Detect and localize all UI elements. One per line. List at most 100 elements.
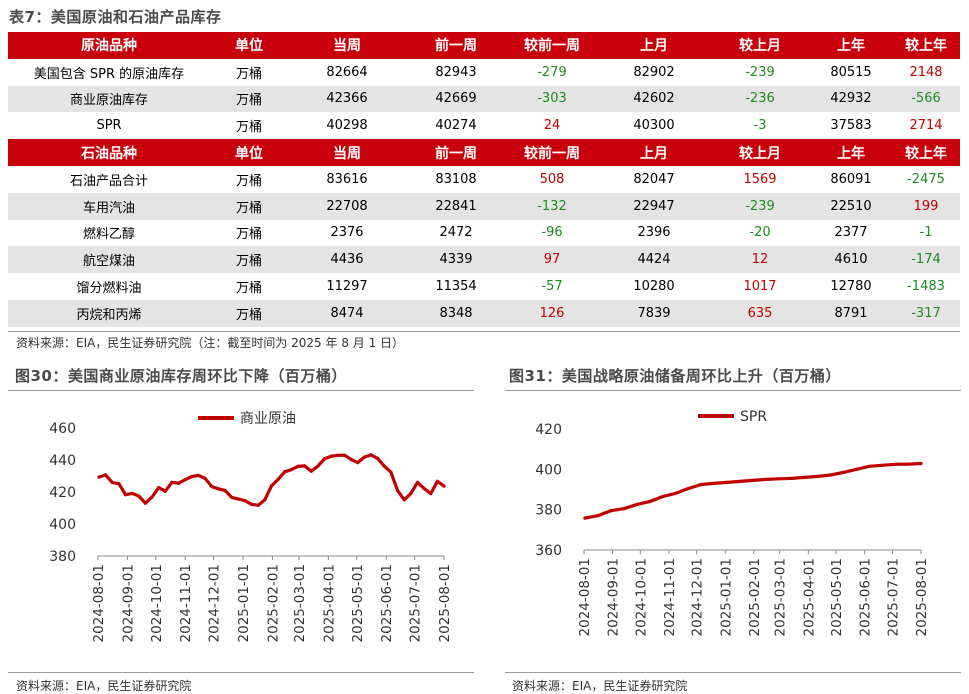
x-tick-label: 2024-10-01 <box>633 558 649 636</box>
table-cell: 82943 <box>435 64 477 80</box>
table-cell: 2148 <box>909 64 943 80</box>
header-cell: 较上月 <box>710 32 810 59</box>
x-tick-label: 2024-12-01 <box>690 558 706 636</box>
x-tick-label: 2025-01-01 <box>718 558 734 636</box>
table-header-row: 原油品种 单位 当周 前一周 较前一周 上月 较上月 上年 较上年 <box>8 32 960 59</box>
header-cell: 当周 <box>288 139 406 166</box>
data-point <box>435 479 439 483</box>
table-cell: 86091 <box>830 171 872 187</box>
data-point <box>323 457 327 461</box>
table-cell: 22708 <box>288 192 406 220</box>
table-row: 石油产品合计 万桶 83616 83108 508 82047 1569 86091 -2475 <box>8 166 960 193</box>
table-cell: 508 <box>539 171 565 187</box>
x-tick-label: 2025-05-01 <box>350 564 366 642</box>
header-cell: 较前一周 <box>506 32 598 59</box>
table-cell: 10280 <box>633 279 675 295</box>
data-point <box>216 487 220 491</box>
data-point <box>389 470 393 474</box>
data-point <box>243 499 247 503</box>
header-cell: 单位 <box>210 32 288 59</box>
fig30-source: 资料来源：EIA，民生证券研究院 <box>16 679 192 693</box>
data-point <box>250 502 254 506</box>
table-cell: 万桶 <box>210 299 288 327</box>
table-cell: 8791 <box>810 299 892 327</box>
data-point <box>256 503 260 507</box>
table-row: 馏分燃料油 万桶 11297 11354 -57 10280 1017 12780 -1483 <box>8 273 960 300</box>
data-point <box>415 480 420 484</box>
legend-label: SPR <box>740 409 767 425</box>
y-tick-label: 460 <box>49 421 76 437</box>
series-line <box>584 461 922 520</box>
data-point <box>104 473 108 477</box>
table-cell: 万桶 <box>210 85 288 113</box>
data-point <box>342 453 347 457</box>
fig31-source: 资料来源：EIA，民生证券研究院 <box>512 679 688 693</box>
table-row: 商业原油库存 万桶 42366 42669 -303 42602 -236 42932 -566 <box>8 85 960 113</box>
table-cell: 石油产品合计 <box>69 173 148 189</box>
data-point <box>123 493 128 497</box>
x-tick-label: 2025-07-01 <box>885 558 901 636</box>
fig31-title: 图31：美国战略原油储备周环比上升（百万桶） <box>509 367 841 385</box>
table-cell: -1483 <box>907 279 945 295</box>
data-point <box>203 476 207 480</box>
table-cell: 40274 <box>435 118 477 134</box>
x-tick-label: 2024-08-01 <box>91 564 107 642</box>
data-point <box>880 463 884 467</box>
table-cell: 37583 <box>830 118 872 134</box>
x-tick-label: 2025-05-01 <box>829 558 845 636</box>
data-point <box>854 467 858 471</box>
data-point <box>725 480 729 484</box>
x-tick-label: 2024-11-01 <box>178 564 194 642</box>
table-cell: -239 <box>710 192 810 220</box>
table-cell: 2377 <box>834 225 868 241</box>
header-cell: 当周 <box>288 32 406 59</box>
fig31-chart: SPR 360 380 400 420 2024-08-01 2024-09-01 2024-… <box>535 409 930 636</box>
header-cell: 上年 <box>810 139 892 166</box>
data-point <box>609 509 613 513</box>
table-cell: 42366 <box>288 85 406 113</box>
legend-label: 商业原油 <box>240 411 296 427</box>
data-point <box>97 475 101 479</box>
table-cell: 8474 <box>288 299 406 327</box>
table-cell: 80515 <box>830 64 872 80</box>
fig30-title-rule <box>8 390 474 391</box>
table-cell: 83108 <box>435 171 477 187</box>
table-cell: -1 <box>919 225 933 241</box>
table-cell: 馏分燃料油 <box>76 281 142 297</box>
x-tick-label: 2025-06-01 <box>858 558 874 636</box>
table-cell: 7839 <box>598 299 710 327</box>
data-point <box>906 462 910 466</box>
data-point <box>396 489 400 493</box>
data-point <box>190 474 194 479</box>
header-cell: 上月 <box>598 32 710 59</box>
table-cell: -132 <box>506 192 598 220</box>
y-tick-label: 420 <box>49 485 76 501</box>
data-point <box>289 468 293 472</box>
table-cell: 2396 <box>637 225 671 241</box>
header-cell: 上年 <box>810 32 892 59</box>
data-point <box>283 470 287 474</box>
table-cell: 4424 <box>598 246 710 274</box>
x-tick-label: 2025-03-01 <box>292 564 308 642</box>
data-point <box>803 475 807 479</box>
data-point <box>230 495 234 499</box>
table-row: 丙烷和丙烯 万桶 8474 8348 126 7839 635 8791 -317 <box>8 299 960 327</box>
table-cell: -20 <box>749 225 771 241</box>
data-point <box>841 470 845 474</box>
data-point <box>712 481 716 485</box>
table-bottom-rule <box>8 331 960 332</box>
fig30-title: 图30：美国商业原油库存周环比下降（百万桶） <box>15 367 347 385</box>
data-point <box>764 477 768 481</box>
data-point <box>751 478 755 482</box>
table-cell: 82047 <box>633 171 675 187</box>
x-tick-label: 2024-09-01 <box>606 558 622 636</box>
table-cell: 83616 <box>326 171 368 187</box>
table-cell: 12 <box>710 246 810 274</box>
data-point <box>699 482 703 487</box>
data-point <box>309 469 313 473</box>
header-cell: 石油品种 <box>8 139 210 166</box>
header-cell: 前一周 <box>406 139 506 166</box>
y-tick-label: 400 <box>535 462 562 478</box>
y-tick-label: 380 <box>49 549 76 565</box>
table-cell: 42669 <box>406 85 506 113</box>
